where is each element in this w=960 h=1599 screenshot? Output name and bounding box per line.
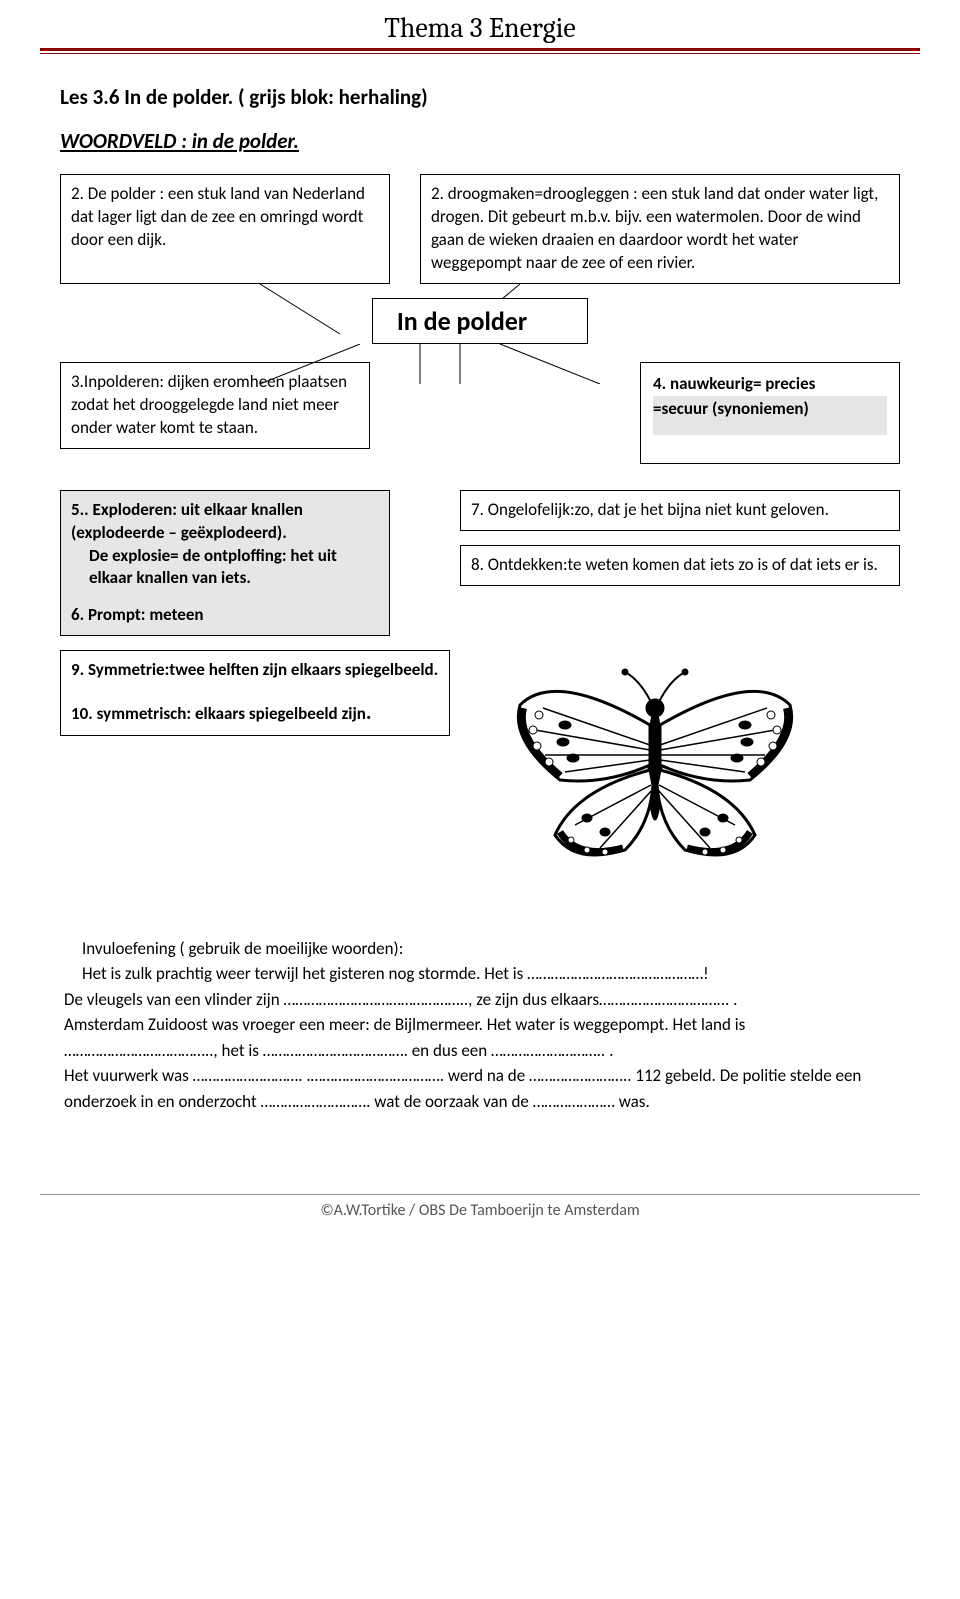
center-label-wrap: In de polder	[60, 298, 900, 344]
box-2b: 2. droogmaken=droogleggen : een stuk lan…	[420, 174, 900, 284]
box-9: 9. Symmetrie:twee helften zijn elkaars s…	[60, 650, 450, 735]
box-4-bold: 4. nauwkeurig= precies	[653, 373, 815, 394]
page-title: Thema 3 Energie	[0, 0, 960, 48]
box-3-text: 3.Inpolderen: dijken eromheen plaatsen z…	[71, 371, 347, 438]
lesson-subtitle: WOORDVELD : in de polder.	[60, 128, 900, 154]
exercise-l4: Het vuurwerk was ………………………. .………………………………	[64, 1063, 896, 1114]
box-8: 8. Ontdekken:te weten komen dat iets zo …	[460, 545, 900, 586]
col-left-1: 3.Inpolderen: dijken eromheen plaatsen z…	[60, 362, 430, 464]
box-4-rest: =secuur (synoniemen)	[653, 398, 809, 419]
row-top: 2. De polder : een stuk land van Nederla…	[60, 174, 900, 284]
exercise-l3: Amsterdam Zuidoost was vroeger een meer:…	[64, 1012, 896, 1063]
box-5-sub: De explosie= de ontploffing: het uit elk…	[89, 545, 337, 589]
center-label: In de polder	[372, 298, 588, 344]
exercise-block: Invuloefening ( gebruik de moeilijke woo…	[60, 936, 900, 1115]
content-area: Les 3.6 In de polder. ( grijs blok: herh…	[0, 84, 960, 1134]
box-7: 7. Ongelofelijk:zo, dat je het bijna nie…	[460, 490, 900, 531]
box-9a-text: 9. Symmetrie:twee helften zijn elkaars s…	[71, 659, 438, 680]
butterfly-svg	[505, 650, 805, 870]
box-2a: 2. De polder : een stuk land van Nederla…	[60, 174, 390, 284]
row-bottom: 9. Symmetrie:twee helften zijn elkaars s…	[60, 650, 900, 735]
box-9b-dot: .	[366, 699, 372, 725]
exercise-l1: Het is zulk prachtig weer terwijl het gi…	[64, 961, 896, 987]
footer-text: ©A.W.Tortike / OBS De Tamboerijn te Amst…	[0, 1195, 960, 1232]
col-left-2: 5.. Exploderen: uit elkaar knallen (expl…	[60, 476, 430, 637]
butterfly-image	[500, 650, 810, 875]
box-3: 3.Inpolderen: dijken eromheen plaatsen z…	[60, 362, 370, 449]
box-2a-text: 2. De polder : een stuk land van Nederla…	[71, 183, 365, 250]
box-7-text: 7. Ongelofelijk:zo, dat je het bijna nie…	[471, 499, 829, 520]
box-9b-bold: 10. symmetrisch: elkaars spiegelbeeld zi…	[71, 703, 366, 724]
col-right-2: 7. Ongelofelijk:zo, dat je het bijna nie…	[460, 476, 900, 637]
exercise-intro: Invuloefening ( gebruik de moeilijke woo…	[64, 936, 896, 962]
header-rule	[40, 48, 920, 54]
exercise-l2: De vleugels van een vlinder zijn ……………………	[64, 987, 896, 1013]
row-mid2: 5.. Exploderen: uit elkaar knallen (expl…	[60, 476, 900, 637]
row-mid1: 3.Inpolderen: dijken eromheen plaatsen z…	[60, 362, 900, 464]
lesson-title: Les 3.6 In de polder. ( grijs blok: herh…	[60, 84, 900, 110]
box-6-text: 6. Prompt: meteen	[71, 604, 204, 625]
box-4-shade: =secuur (synoniemen)	[653, 396, 887, 435]
box-5-text: 5.. Exploderen: uit elkaar knallen (expl…	[71, 499, 303, 543]
box-8-text: 8. Ontdekken:te weten komen dat iets zo …	[471, 554, 878, 575]
box-2b-text: 2. droogmaken=droogleggen : een stuk lan…	[431, 183, 878, 273]
box-56: 5.. Exploderen: uit elkaar knallen (expl…	[60, 490, 390, 637]
col-right-1: 4. nauwkeurig= precies =secuur (synoniem…	[460, 362, 900, 464]
box-4: 4. nauwkeurig= precies =secuur (synoniem…	[640, 362, 900, 464]
